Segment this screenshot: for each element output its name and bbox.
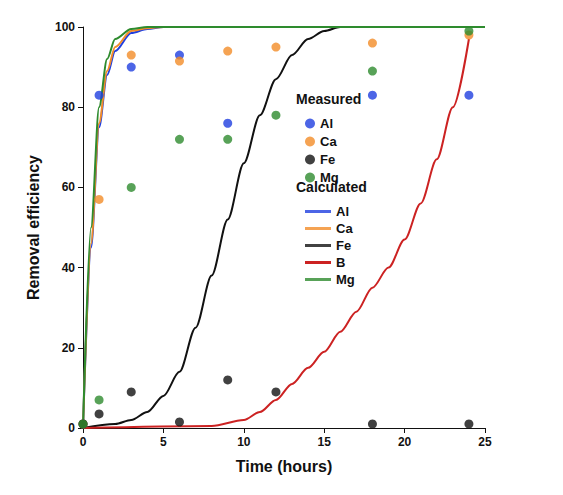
svg-text:Calculated: Calculated [296, 179, 367, 195]
svg-text:Ca: Ca [320, 134, 337, 149]
svg-text:Time (hours): Time (hours) [236, 458, 333, 475]
svg-text:15: 15 [318, 435, 332, 449]
svg-text:10: 10 [237, 435, 251, 449]
svg-text:Al: Al [320, 116, 333, 131]
svg-text:Measured: Measured [296, 91, 361, 107]
svg-text:0: 0 [68, 421, 75, 435]
svg-text:100: 100 [55, 20, 75, 34]
svg-text:Fe: Fe [336, 238, 351, 253]
svg-text:5: 5 [160, 435, 167, 449]
svg-text:0: 0 [80, 435, 87, 449]
svg-text:Mg: Mg [320, 170, 339, 185]
svg-text:40: 40 [62, 261, 76, 275]
svg-text:60: 60 [62, 180, 76, 194]
svg-text:Removal efficiency: Removal efficiency [25, 155, 42, 300]
svg-text:20: 20 [398, 435, 412, 449]
svg-text:Ca: Ca [336, 221, 353, 236]
svg-text:Mg: Mg [336, 272, 355, 287]
svg-text:20: 20 [62, 341, 76, 355]
svg-text:80: 80 [62, 100, 76, 114]
svg-text:B: B [336, 255, 345, 270]
svg-text:Al: Al [336, 204, 349, 219]
svg-text:25: 25 [478, 435, 492, 449]
svg-text:Fe: Fe [320, 152, 335, 167]
